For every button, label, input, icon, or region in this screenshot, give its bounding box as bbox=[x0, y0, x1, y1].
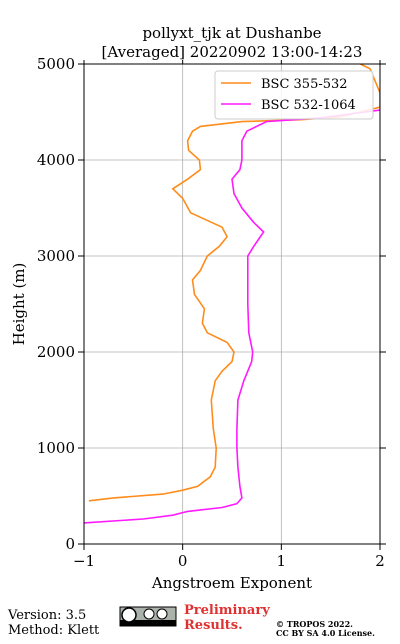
version: Version: 3.5 bbox=[7, 608, 86, 623]
license: CC BY SA 4.0 License. bbox=[276, 628, 375, 638]
y-tick-label: 2000 bbox=[37, 343, 75, 361]
legend-label: BSC 355-532 bbox=[261, 77, 348, 92]
x-tick-label: 0 bbox=[178, 552, 188, 570]
method: Method: Klett bbox=[8, 623, 100, 638]
grid bbox=[83, 63, 381, 545]
profile-line bbox=[84, 109, 380, 524]
x-tick-label: 1 bbox=[277, 552, 287, 570]
y-tick-label: 0 bbox=[65, 535, 75, 553]
chart-subtitle: [Averaged] 20220902 13:00-14:23 bbox=[102, 43, 363, 61]
x-tick-label: 2 bbox=[375, 552, 385, 570]
legend-label: BSC 532-1064 bbox=[261, 98, 356, 113]
legend-box bbox=[214, 70, 374, 120]
x-axis-label: Angstroem Exponent bbox=[151, 574, 312, 592]
y-tick-label: 1000 bbox=[37, 439, 75, 457]
y-tick-label: 4000 bbox=[37, 151, 75, 169]
x-tick-label: −1 bbox=[73, 552, 95, 570]
y-tick-label: 3000 bbox=[37, 247, 75, 265]
copyright: © TROPOS 2022. bbox=[276, 619, 353, 629]
lines bbox=[84, 64, 380, 524]
y-axis-label: Height (m) bbox=[10, 263, 28, 346]
cc-icon bbox=[119, 606, 177, 627]
chart-title: pollyxt_tjk at Dushanbe bbox=[142, 24, 321, 42]
status-line: Preliminary Results. bbox=[184, 603, 270, 633]
plot-frame bbox=[83, 63, 381, 545]
y-tick-label: 5000 bbox=[37, 55, 75, 73]
profile-line bbox=[88, 64, 380, 502]
